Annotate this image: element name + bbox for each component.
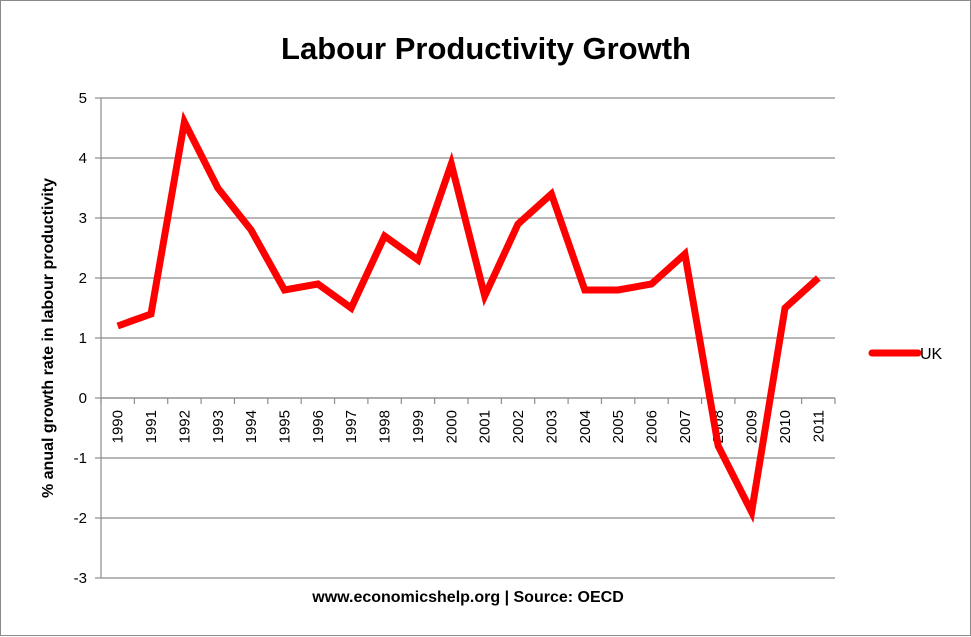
x-tick-label: 1997 (343, 410, 360, 443)
x-tick-label: 2000 (443, 410, 460, 443)
y-tick-label: 3 (79, 210, 87, 227)
x-tick-label: 2003 (543, 410, 560, 443)
y-axis-ticks: 5 4 3 2 1 0 -1 -2 -3 (74, 90, 87, 587)
y-tick-label: -3 (74, 570, 87, 587)
x-tick-label: 1999 (410, 410, 427, 443)
y-tick-label: 1 (79, 330, 87, 347)
y-tick-label: 5 (79, 90, 87, 107)
y-tick-label: 4 (79, 150, 87, 167)
chart-title: Labour Productivity Growth (281, 31, 691, 66)
y-axis-label: % anual growth rate in labour productivi… (40, 178, 57, 498)
x-tick-label: 2001 (477, 410, 494, 443)
x-tick-label: 2009 (744, 410, 761, 443)
x-tick-label: 2005 (610, 410, 627, 443)
series-layer (118, 122, 819, 512)
series-line-uk (118, 122, 819, 512)
legend-label-uk: UK (920, 346, 943, 363)
y-tick-label: -2 (74, 510, 87, 527)
x-axis-ticks: 1990 1991 1992 1993 1994 1995 1996 1997 1998 1999… (101, 398, 835, 443)
x-tick-label: 2010 (777, 410, 794, 443)
legend: UK (872, 346, 943, 363)
x-tick-label: 1991 (143, 410, 160, 443)
x-tick-label: 2011 (810, 410, 827, 442)
x-tick-label: 1992 (176, 410, 193, 443)
x-tick-label: 1995 (277, 410, 294, 443)
x-tick-label: 1998 (377, 410, 394, 443)
x-axis-label: www.economicshelp.org | Source: OECD (311, 589, 624, 606)
x-tick-label: 2006 (644, 410, 661, 443)
x-tick-label: 1996 (310, 410, 327, 443)
y-tick-label: 0 (79, 390, 87, 407)
x-tick-label: 2002 (510, 410, 527, 443)
y-tick-label: -1 (74, 450, 87, 467)
x-tick-label: 1994 (243, 410, 260, 443)
x-tick-label: 2004 (577, 410, 594, 443)
x-tick-label: 2007 (677, 410, 694, 443)
x-tick-label: 1993 (210, 410, 227, 443)
y-tick-label: 2 (79, 270, 87, 287)
x-tick-label: 1990 (110, 410, 127, 443)
